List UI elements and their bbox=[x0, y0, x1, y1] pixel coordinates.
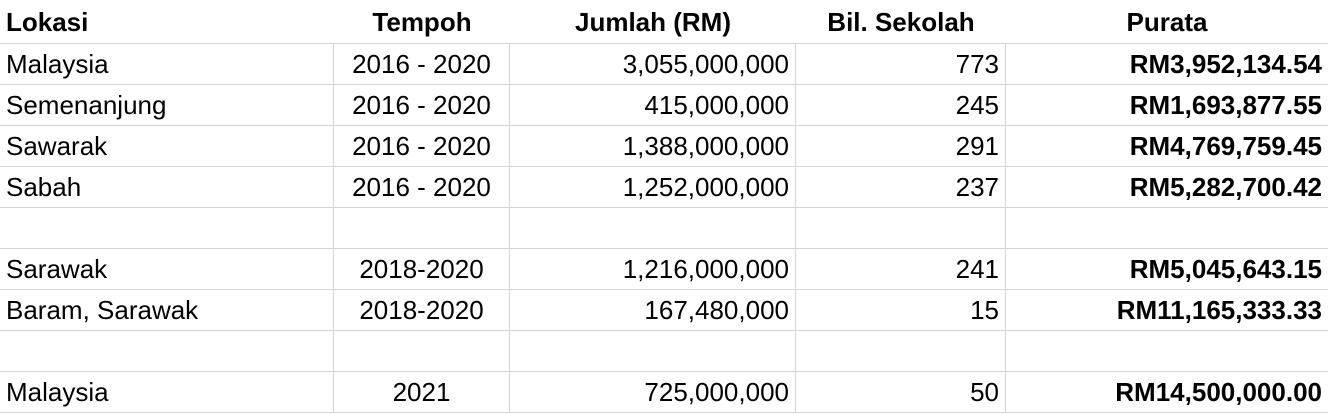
cell-tempoh[interactable]: 2016 - 2020 bbox=[334, 167, 510, 208]
cell-bil-sekolah[interactable]: 241 bbox=[796, 249, 1006, 290]
cell-lokasi[interactable]: Sawarak bbox=[0, 126, 334, 167]
cell-purata[interactable]: RM5,282,700.42 bbox=[1006, 167, 1328, 208]
cell-purata[interactable]: RM3,952,134.54 bbox=[1006, 44, 1328, 85]
cell-jumlah[interactable]: 1,216,000,000 bbox=[510, 249, 796, 290]
cell-jumlah[interactable] bbox=[510, 208, 796, 249]
header-tempoh[interactable]: Tempoh bbox=[334, 0, 510, 44]
header-lokasi[interactable]: Lokasi bbox=[0, 0, 334, 44]
cell-tempoh[interactable]: 2016 - 2020 bbox=[334, 126, 510, 167]
cell-tempoh[interactable]: 2018-2020 bbox=[334, 249, 510, 290]
cell-purata[interactable]: RM14,500,000.00 bbox=[1006, 372, 1328, 413]
cell-purata[interactable]: RM11,165,333.33 bbox=[1006, 290, 1328, 331]
cell-tempoh[interactable] bbox=[334, 208, 510, 249]
cell-tempoh[interactable]: 2016 - 2020 bbox=[334, 44, 510, 85]
cell-lokasi[interactable]: Malaysia bbox=[0, 44, 334, 85]
cell-bil-sekolah[interactable]: 245 bbox=[796, 85, 1006, 126]
cell-tempoh[interactable]: 2021 bbox=[334, 372, 510, 413]
cell-purata[interactable] bbox=[1006, 208, 1328, 249]
cell-purata[interactable] bbox=[1006, 331, 1328, 372]
cell-purata[interactable]: RM5,045,643.15 bbox=[1006, 249, 1328, 290]
cell-bil-sekolah[interactable]: 15 bbox=[796, 290, 1006, 331]
cell-lokasi[interactable]: Sarawak bbox=[0, 249, 334, 290]
cell-lokasi[interactable]: Sabah bbox=[0, 167, 334, 208]
cell-tempoh[interactable] bbox=[334, 331, 510, 372]
cell-bil-sekolah[interactable]: 773 bbox=[796, 44, 1006, 85]
cell-jumlah[interactable]: 3,055,000,000 bbox=[510, 44, 796, 85]
cell-purata[interactable]: RM1,693,877.55 bbox=[1006, 85, 1328, 126]
cell-tempoh[interactable]: 2016 - 2020 bbox=[334, 85, 510, 126]
cell-lokasi[interactable] bbox=[0, 331, 334, 372]
cell-jumlah[interactable]: 167,480,000 bbox=[510, 290, 796, 331]
cell-purata[interactable]: RM4,769,759.45 bbox=[1006, 126, 1328, 167]
cell-lokasi[interactable] bbox=[0, 208, 334, 249]
cell-bil-sekolah[interactable]: 237 bbox=[796, 167, 1006, 208]
cell-bil-sekolah[interactable]: 50 bbox=[796, 372, 1006, 413]
cell-bil-sekolah[interactable]: 291 bbox=[796, 126, 1006, 167]
cell-lokasi[interactable]: Baram, Sarawak bbox=[0, 290, 334, 331]
header-purata[interactable]: Purata bbox=[1006, 0, 1328, 44]
cell-lokasi[interactable]: Semenanjung bbox=[0, 85, 334, 126]
header-bil-sekolah[interactable]: Bil. Sekolah bbox=[796, 0, 1006, 44]
cell-tempoh[interactable]: 2018-2020 bbox=[334, 290, 510, 331]
cell-jumlah[interactable]: 725,000,000 bbox=[510, 372, 796, 413]
cell-jumlah[interactable]: 1,388,000,000 bbox=[510, 126, 796, 167]
cell-lokasi[interactable]: Malaysia bbox=[0, 372, 334, 413]
cell-jumlah[interactable]: 1,252,000,000 bbox=[510, 167, 796, 208]
cell-jumlah[interactable] bbox=[510, 331, 796, 372]
cell-jumlah[interactable]: 415,000,000 bbox=[510, 85, 796, 126]
cell-bil-sekolah[interactable] bbox=[796, 208, 1006, 249]
cell-bil-sekolah[interactable] bbox=[796, 331, 1006, 372]
header-jumlah[interactable]: Jumlah (RM) bbox=[510, 0, 796, 44]
